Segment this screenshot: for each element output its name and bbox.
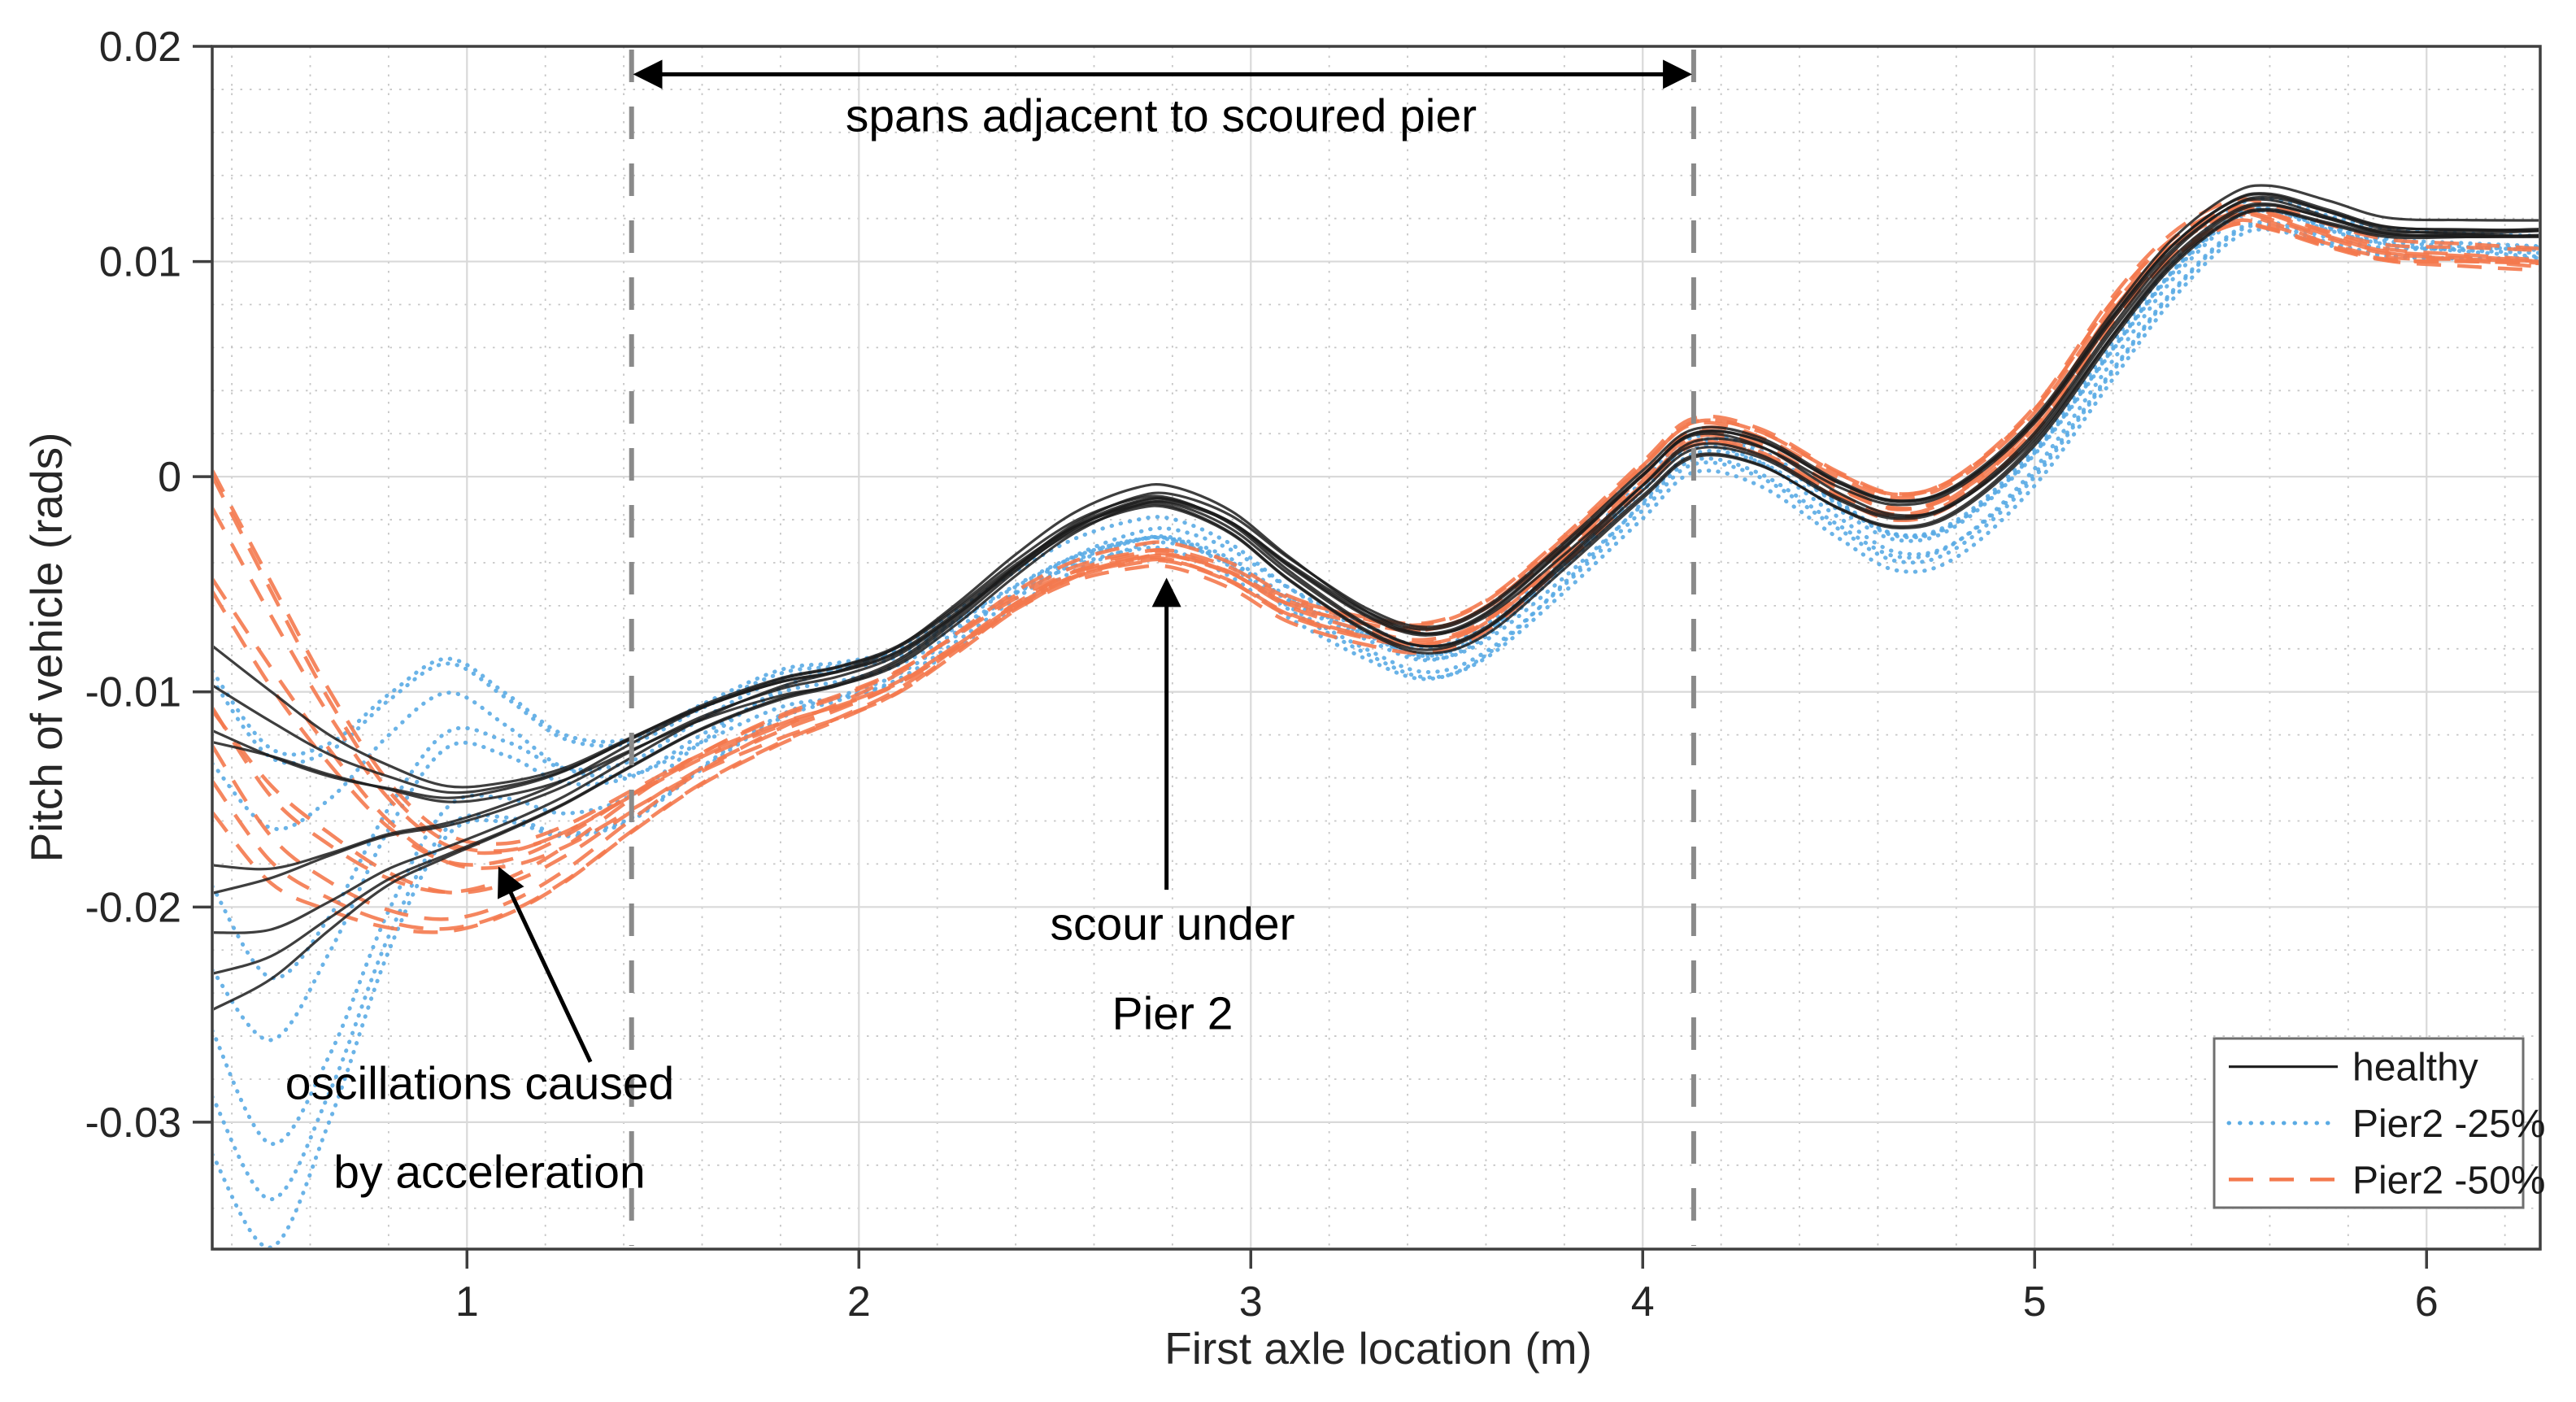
- curve-run: [214, 208, 2539, 981]
- curve-run: [214, 220, 2539, 867]
- x-tick-label: 6: [2415, 1278, 2439, 1326]
- x-axis-label: First axle location (m): [1164, 1323, 1592, 1374]
- annotation-span-label: spans adjacent to scoured pier: [845, 89, 1477, 142]
- legend-item-label: healthy: [2352, 1047, 2478, 1090]
- series-healthy: [214, 184, 2539, 1011]
- x-tick-label: 4: [1631, 1278, 1655, 1326]
- y-tick-label: 0.01: [99, 239, 181, 286]
- curve-run: [214, 203, 2539, 789]
- curve-run: [214, 202, 2539, 795]
- curve-run: [214, 209, 2539, 799]
- curve-run: [214, 211, 2539, 856]
- axes-border: [211, 45, 2542, 1251]
- annotation-scour-label-line1: scour under: [1050, 898, 1295, 951]
- curve-run: [214, 204, 2539, 931]
- x-tick-label: 2: [847, 1278, 871, 1326]
- y-tick-label: -0.03: [85, 1099, 181, 1147]
- y-tick-label: -0.01: [85, 669, 181, 716]
- curve-run: [214, 223, 2539, 765]
- curve-run: [214, 218, 2539, 853]
- curve-run: [214, 195, 2539, 934]
- x-tick-label: 3: [1239, 1278, 1263, 1326]
- oscillation-arrow: [498, 866, 593, 1063]
- curve-run: [214, 227, 2539, 757]
- minor-gridlines: [212, 46, 2540, 1249]
- annotation-oscillation-label-line2: by acceleration: [333, 1146, 646, 1199]
- x-tick-label: 1: [455, 1278, 479, 1326]
- legend-item-label: Pier2 -50%: [2352, 1159, 2545, 1202]
- curve-run: [214, 220, 2539, 831]
- curve-bundles: [214, 184, 2539, 1247]
- annotation-oscillation-label-line1: oscillations caused: [285, 1057, 675, 1110]
- annotation-arrows: [498, 59, 1693, 1063]
- curve-run: [214, 193, 2539, 895]
- legend-item-label: Pier2 -25%: [2352, 1103, 2545, 1146]
- y-tick-label: -0.02: [85, 884, 181, 931]
- y-tick-label: 0: [158, 454, 181, 501]
- curve-run: [214, 198, 2539, 871]
- annotation-scour-label-line2: Pier 2: [1112, 987, 1234, 1040]
- axes-box-and-ticks: 1 2 3 4 5 6 0.02 0.01 0 -0.01 -0.02 -0.03: [85, 24, 2542, 1326]
- y-tick-label: 0.02: [99, 24, 181, 71]
- y-axis-label: Pitch of vehicle (rads): [21, 432, 72, 863]
- scour-region-dashed-lines: [629, 50, 1696, 1246]
- legend: healthy Pier2 -25% Pier2 -50%: [2213, 1037, 2545, 1209]
- x-tick-label: 5: [2023, 1278, 2047, 1326]
